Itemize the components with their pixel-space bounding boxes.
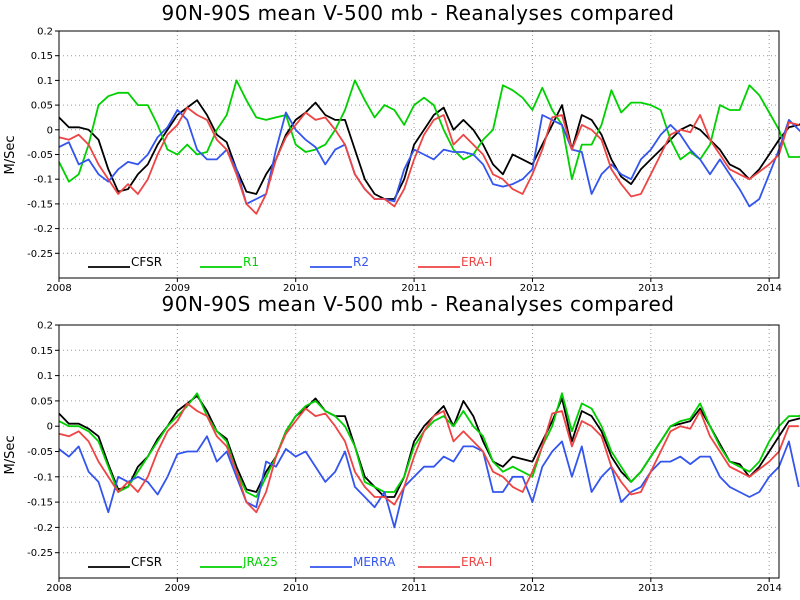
y-tick-label: -0.1 (33, 472, 53, 483)
x-tick-label: 2012 (520, 583, 545, 594)
y-tick-label: -0.25 (27, 249, 53, 260)
x-tick-label: 2012 (520, 283, 545, 294)
x-tick-label: 2014 (756, 583, 781, 594)
y-tick-label: 0.1 (37, 76, 53, 87)
y-ticks: 0.2 0.15 0.1 0.05 0 -0.05 -0.1 -0.15 -0.2 -0.25 (27, 321, 59, 559)
y-tick-label: 0 (47, 422, 53, 433)
x-tick-label: 2009 (165, 283, 190, 294)
y-tick-label: -0.05 (27, 447, 53, 458)
chart-panel-bottom: 90N-90S mean V-500 mb - Reanalyses compa… (3, 292, 800, 594)
x-tick-label: 2013 (638, 583, 663, 594)
y-tick-label: -0.1 (33, 175, 53, 186)
series-line-era-i (58, 106, 800, 215)
legend-label: R2 (353, 255, 369, 269)
y-tick-label: -0.2 (33, 523, 53, 534)
x-tick-label: 2014 (756, 283, 781, 294)
y-axis-label: M/Sec (3, 436, 18, 475)
chart-title: 90N-90S mean V-500 mb - Reanalyses compa… (162, 292, 675, 316)
series-line-r2 (58, 109, 800, 208)
series-line-merra (58, 435, 800, 529)
series-line-cfsr (58, 394, 800, 498)
y-tick-label: 0.05 (31, 101, 53, 112)
y-tick-label: 0.2 (37, 27, 53, 38)
chart-title: 90N-90S mean V-500 mb - Reanalyses compa… (162, 1, 675, 25)
x-tick-label: 2013 (638, 283, 663, 294)
series-line-cfsr (58, 99, 800, 200)
series-line-era-i (58, 402, 799, 514)
series-line-r1 (58, 79, 800, 183)
y-axis-label: M/Sec (3, 136, 18, 175)
legend-label: R1 (243, 255, 259, 269)
x-tick-label: 2010 (283, 283, 308, 294)
y-tick-label: 0.1 (37, 371, 53, 382)
x-ticks: 2008 2009 2010 2011 2012 2013 2014 (46, 278, 782, 294)
series-lines (58, 79, 800, 215)
series-line-jra25 (58, 392, 800, 498)
x-tick-label: 2010 (283, 583, 308, 594)
y-tick-label: 0.15 (31, 51, 53, 62)
y-ticks: 0.2 0.15 0.1 0.05 0 -0.05 -0.1 -0.15 -0.2 -0.25 (27, 27, 59, 260)
legend-label: ERA-I (461, 255, 492, 269)
x-tick-label: 2011 (401, 283, 426, 294)
legend-label: ERA-I (461, 555, 492, 569)
y-tick-label: -0.25 (27, 548, 53, 559)
x-tick-label: 2008 (46, 283, 71, 294)
x-tick-label: 2011 (401, 583, 426, 594)
legend: CFSR R1 R2 ERA-I (88, 255, 492, 269)
y-tick-label: -0.15 (27, 498, 53, 509)
series-lines (58, 392, 800, 529)
y-tick-label: 0.15 (31, 346, 53, 357)
legend-label: CFSR (131, 255, 162, 269)
x-ticks: 2008 2009 2010 2011 2012 2013 2014 (46, 578, 782, 594)
legend-label: JRA25 (242, 555, 278, 569)
x-tick-label: 2009 (165, 583, 190, 594)
legend-label: CFSR (131, 555, 162, 569)
legend-label: MERRA (353, 555, 396, 569)
y-tick-label: -0.2 (33, 224, 53, 235)
grid (58, 30, 779, 278)
y-tick-label: -0.15 (27, 199, 53, 210)
y-tick-label: 0.2 (37, 321, 53, 332)
legend: CFSR JRA25 MERRA ERA-I (88, 555, 492, 569)
y-tick-label: -0.05 (27, 150, 53, 161)
y-tick-label: 0 (47, 125, 53, 136)
y-tick-label: 0.05 (31, 396, 53, 407)
chart-panel-top: 90N-90S mean V-500 mb - Reanalyses compa… (3, 1, 800, 294)
x-tick-label: 2008 (46, 583, 71, 594)
grid (58, 324, 779, 578)
